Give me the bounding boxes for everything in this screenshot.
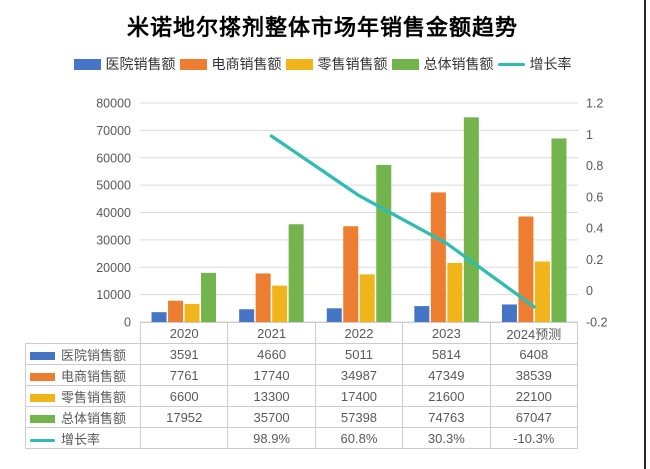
- table-cell: 17740: [227, 364, 316, 386]
- category-label: 2023: [402, 322, 491, 344]
- table-cell: 98.9%: [227, 427, 316, 449]
- legend-swatch-total-sales-icon: [391, 58, 419, 70]
- legend-item-hospital-sales: 医院销售额: [73, 54, 176, 74]
- svg-text:0: 0: [586, 284, 593, 298]
- legend-label: 总体销售额: [423, 56, 494, 72]
- table-row-total-sales: 总体销售额 17952 35700 57398 74763 67047: [25, 406, 579, 428]
- svg-text:60000: 60000: [96, 151, 131, 165]
- chart-title: 米诺地尔搽剂整体市场年销售金额趋势: [126, 15, 518, 41]
- data-table: 2020 2021 2022 2023 2024预测 医院销售额 3591 46…: [25, 322, 579, 449]
- svg-text:-0.2: -0.2: [586, 316, 608, 330]
- x-axis-category-row: 2020 2021 2022 2023 2024预测: [26, 322, 579, 344]
- row-label: 零售销售额: [61, 389, 127, 405]
- legend-key-growth-rate-icon: [30, 438, 55, 442]
- table-row-hospital-sales: 医院销售额 3591 4660 5011 5814 6408: [25, 343, 579, 365]
- legend-swatch-retail-sales-icon: [285, 58, 313, 70]
- category-label: 2024预测: [489, 322, 579, 344]
- legend-swatch-ecommerce-sales-icon: [179, 58, 207, 70]
- legend-label: 医院销售额: [105, 56, 176, 72]
- table-row-ecommerce-sales: 电商销售额 7761 17740 34987 47349 38539: [25, 364, 579, 386]
- svg-text:50000: 50000: [96, 179, 131, 193]
- category-label: 2020: [139, 322, 229, 344]
- table-cell: 22100: [489, 385, 579, 407]
- row-label: 总体销售额: [61, 410, 127, 426]
- table-cell: 17400: [314, 385, 404, 407]
- legend-label: 电商销售额: [211, 56, 282, 72]
- svg-text:1.2: 1.2: [586, 97, 603, 111]
- table-cell: 13300: [227, 385, 316, 407]
- legend-item-retail-sales: 零售销售额: [285, 54, 388, 74]
- window-right-edge: [644, 0, 646, 469]
- table-cell: 60.8%: [314, 427, 404, 449]
- table-cell: 6408: [489, 343, 579, 365]
- table-cell: -10.3%: [489, 427, 579, 449]
- legend-key-total-sales-icon: [30, 415, 55, 424]
- table-cell: 30.3%: [402, 427, 491, 449]
- svg-text:30000: 30000: [96, 233, 131, 247]
- row-label: 增长率: [61, 431, 101, 447]
- legend-key-ecommerce-sales-icon: [30, 373, 55, 382]
- legend-key-retail-sales-icon: [30, 394, 55, 403]
- legend-item-growth-rate: 增长率: [497, 54, 572, 74]
- table-cell: 47349: [402, 364, 491, 386]
- table-cell: 35700: [227, 406, 316, 428]
- table-cell: 5011: [314, 343, 404, 365]
- table-cell: 3591: [139, 343, 229, 365]
- table-cell: 5814: [402, 343, 491, 365]
- legend-key-hospital-sales-icon: [30, 352, 55, 361]
- legend-label: 增长率: [529, 56, 572, 72]
- table-cell: 7761: [139, 364, 229, 386]
- chart-plot-area: 0 10000 20000 30000 40000 50000 60000 70000 8000…: [96, 97, 608, 330]
- row-label: 医院销售额: [61, 347, 127, 363]
- row-label-cell: 医院销售额: [25, 343, 141, 365]
- row-label-cell: 总体销售额: [25, 406, 141, 428]
- svg-text:0.8: 0.8: [586, 159, 603, 173]
- table-cell: 4660: [227, 343, 316, 365]
- row-label-cell: 电商销售额: [25, 364, 141, 386]
- table-row-retail-sales: 零售销售额 6600 13300 17400 21600 22100: [25, 385, 579, 407]
- table-cell: 21600: [402, 385, 491, 407]
- category-label: 2022: [314, 322, 404, 344]
- legend-item-ecommerce-sales: 电商销售额: [179, 54, 282, 74]
- svg-text:20000: 20000: [96, 261, 131, 275]
- legend-swatch-growth-rate-icon: [497, 62, 525, 66]
- row-label-cell: 零售销售额: [25, 385, 141, 407]
- chart-legend: 医院销售额 电商销售额 零售销售额 总体销售额 增长率: [0, 55, 645, 73]
- table-row-growth-rate: 增长率 98.9% 60.8% 30.3% -10.3%: [25, 427, 579, 449]
- legend-label: 零售销售额: [317, 56, 388, 72]
- svg-text:0.4: 0.4: [586, 222, 603, 236]
- svg-text:1: 1: [586, 128, 593, 142]
- category-label: 2021: [227, 322, 316, 344]
- table-cell: 74763: [402, 406, 491, 428]
- svg-text:0.6: 0.6: [586, 190, 603, 204]
- table-cell: 17952: [139, 406, 229, 428]
- svg-text:0.2: 0.2: [586, 253, 603, 267]
- svg-text:40000: 40000: [96, 206, 131, 220]
- legend-swatch-hospital-sales-icon: [73, 58, 101, 70]
- row-label: 电商销售额: [61, 368, 127, 384]
- table-cell: [139, 427, 229, 449]
- table-cell: 67047: [489, 406, 579, 428]
- svg-text:10000: 10000: [96, 288, 131, 302]
- svg-text:70000: 70000: [96, 124, 131, 138]
- table-cell: 34987: [314, 364, 404, 386]
- table-cell: 57398: [314, 406, 404, 428]
- table-cell: 6600: [139, 385, 229, 407]
- table-cell: 38539: [489, 364, 579, 386]
- row-label-cell: 增长率: [25, 427, 141, 449]
- legend-item-total-sales: 总体销售额: [391, 54, 494, 74]
- svg-text:80000: 80000: [96, 97, 131, 111]
- table-corner-blank: [26, 323, 141, 344]
